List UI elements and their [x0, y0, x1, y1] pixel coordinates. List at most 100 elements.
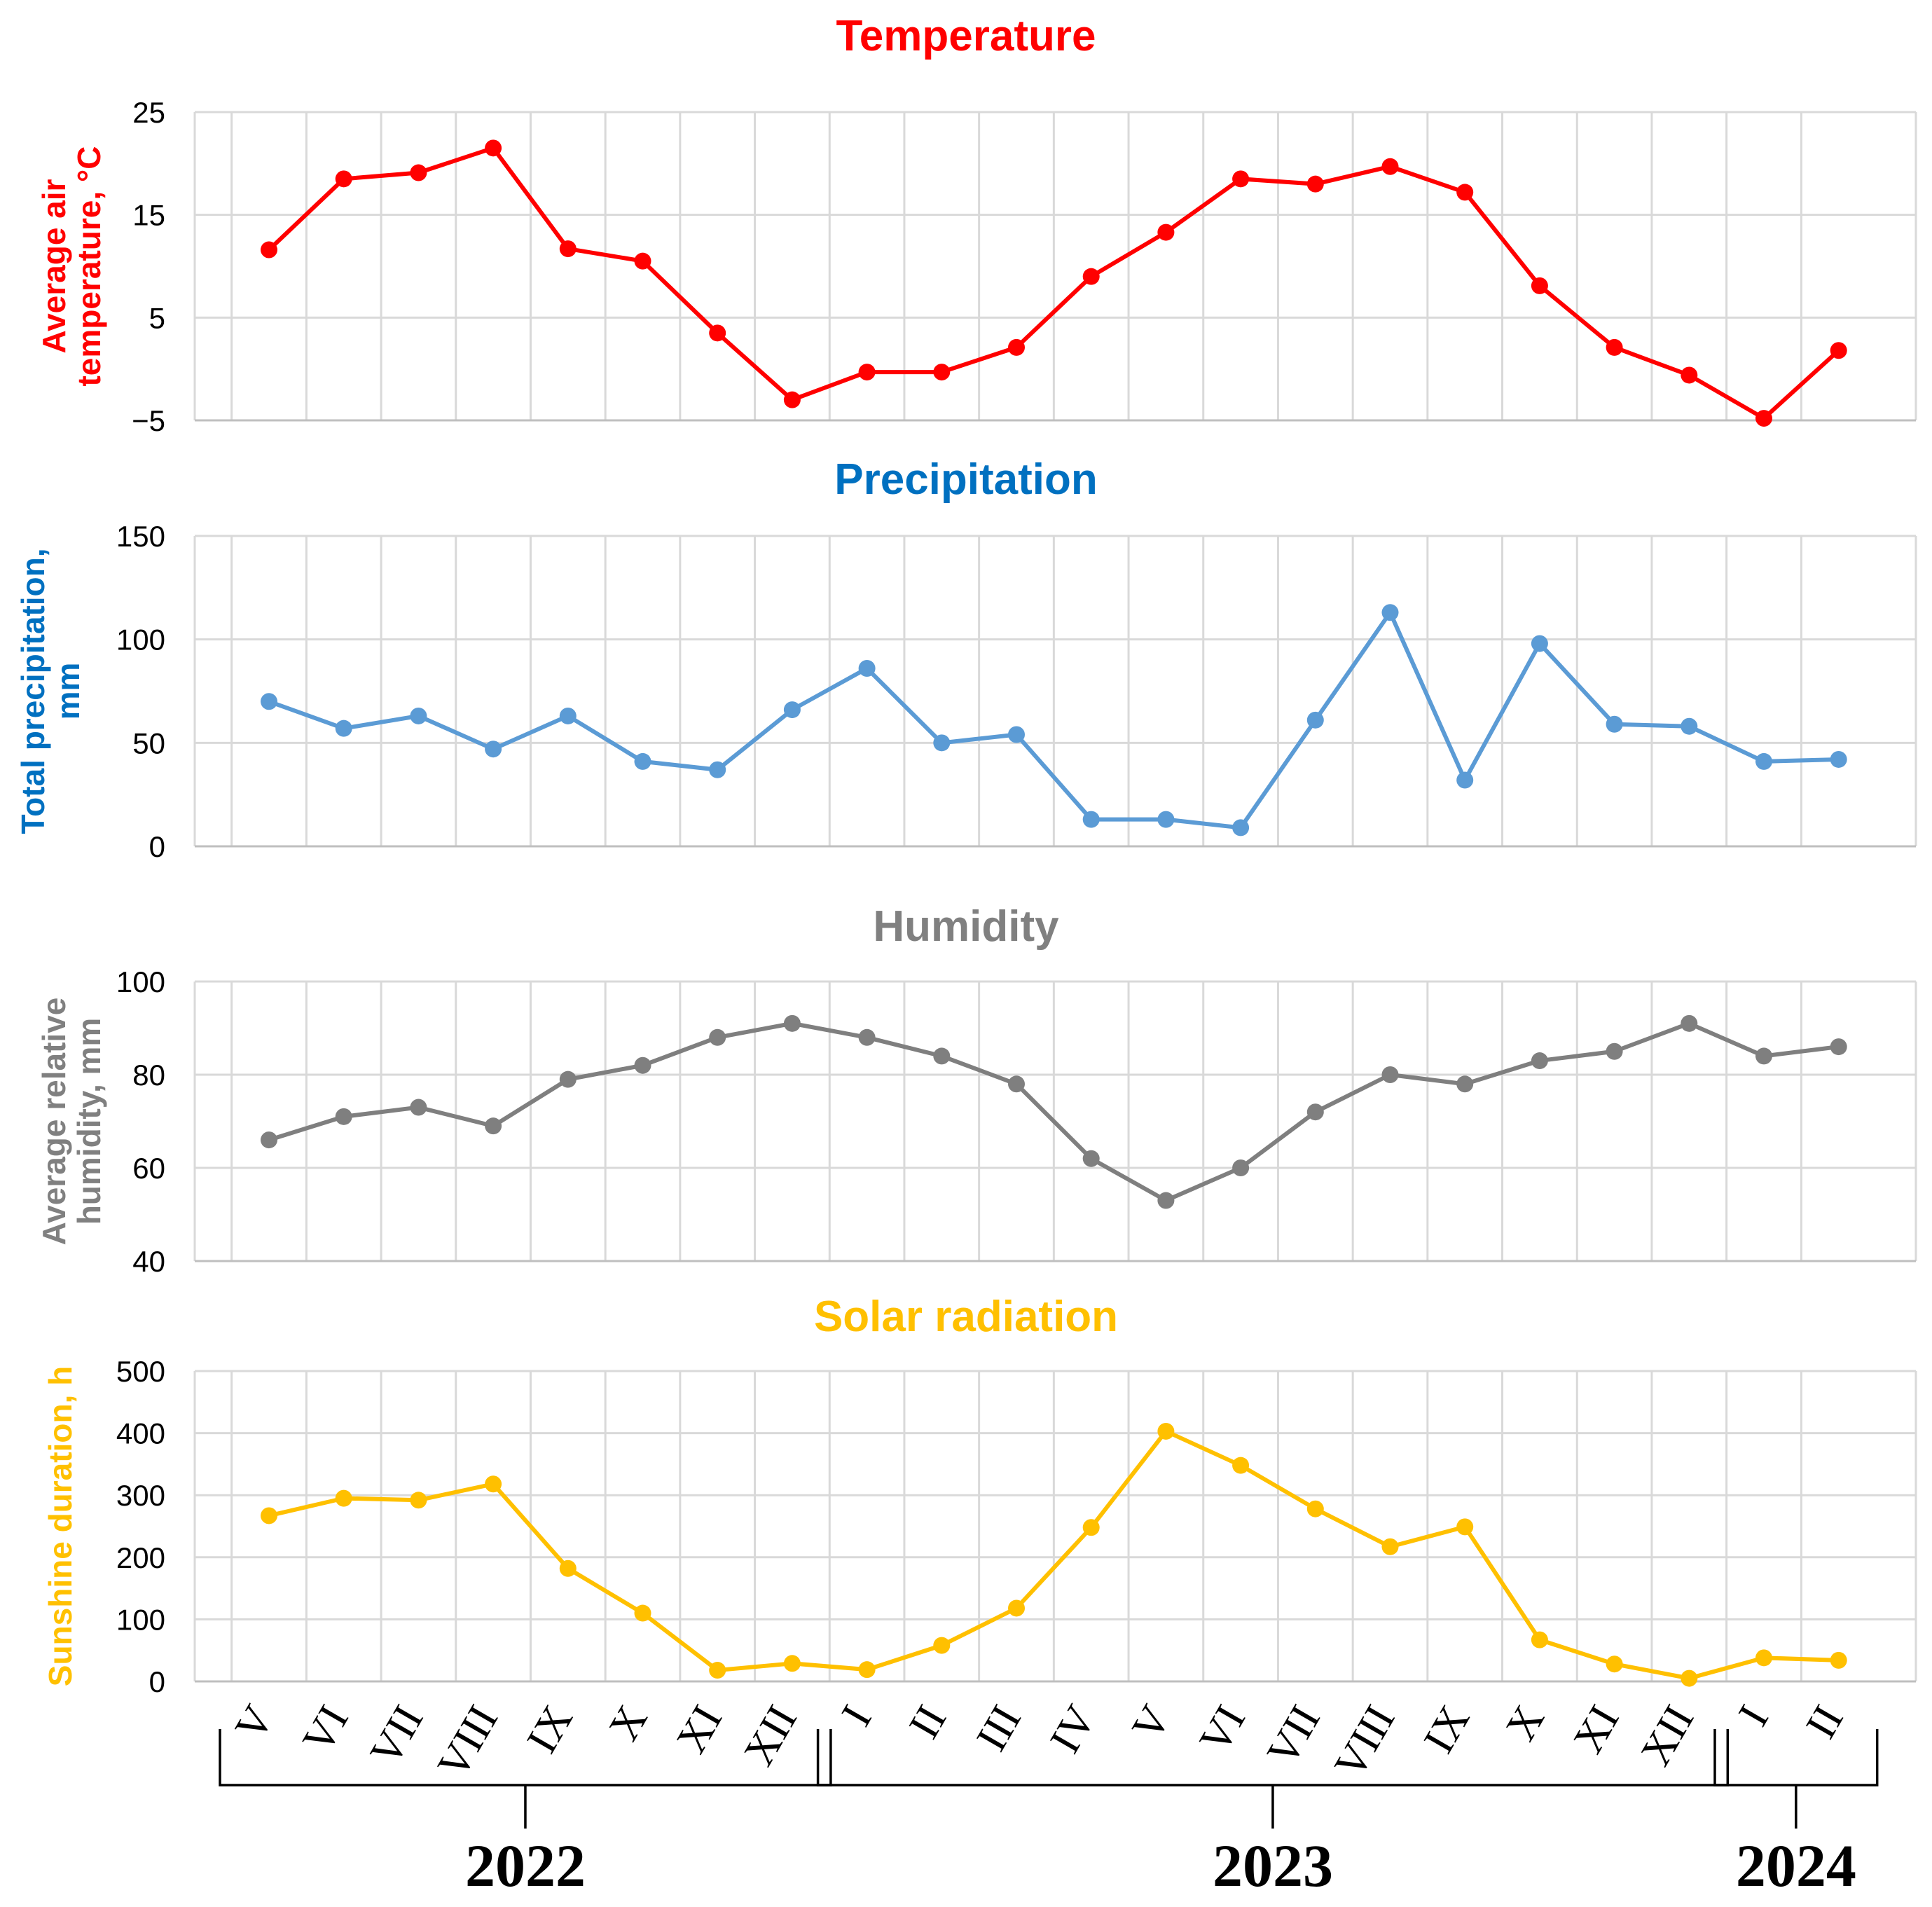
year-label: 2023: [1213, 1832, 1333, 1899]
data-point: [1082, 811, 1100, 828]
data-point: [634, 1056, 651, 1074]
data-point: [559, 240, 577, 258]
y-tick-label: 60: [132, 1152, 165, 1185]
month-label: XI: [668, 1698, 732, 1761]
data-point: [410, 1099, 427, 1116]
data-point: [709, 1662, 726, 1679]
year-label: 2022: [465, 1832, 586, 1899]
data-point: [261, 1507, 277, 1524]
data-point: [1232, 819, 1250, 837]
data-point: [1606, 715, 1623, 733]
data-point: [1008, 726, 1025, 743]
data-point: [261, 693, 277, 710]
data-point: [1157, 1192, 1175, 1209]
data-point: [1681, 1670, 1698, 1687]
data-point: [559, 1070, 577, 1088]
y-axis-label-line: humidity, mm: [71, 1018, 107, 1225]
y-axis-label-line: Sunshine duration, h: [42, 1366, 78, 1686]
y-tick-label: 100: [116, 1603, 165, 1636]
data-point: [1008, 338, 1025, 356]
data-point: [858, 364, 876, 381]
y-tick-label: 500: [116, 1355, 165, 1388]
data-point: [1082, 1519, 1100, 1536]
data-point: [783, 1014, 801, 1032]
data-point: [1606, 1655, 1623, 1673]
y-tick-label: 50: [132, 727, 165, 759]
data-point: [1681, 717, 1698, 735]
panel-title: Temperature: [836, 12, 1096, 60]
year-bracket: [1713, 1729, 1879, 1786]
y-axis-label-line: mm: [50, 663, 86, 720]
data-point: [559, 707, 577, 724]
data-point: [1082, 268, 1100, 285]
month-label: V: [1123, 1698, 1180, 1749]
data-point: [1456, 771, 1474, 789]
grid-lines: [193, 1370, 1917, 1683]
data-point: [1082, 1150, 1100, 1167]
data-point: [1456, 184, 1474, 201]
data-point: [335, 1108, 352, 1125]
data-point: [1306, 175, 1324, 193]
data-point: [1381, 1066, 1399, 1083]
y-tick-label: 25: [132, 96, 165, 129]
data-point: [1755, 752, 1772, 770]
data-point: [1232, 170, 1250, 188]
month-label: VI: [1191, 1698, 1255, 1761]
data-point: [559, 1560, 577, 1577]
month-label: II: [900, 1698, 956, 1747]
data-point: [634, 252, 651, 270]
data-point: [335, 720, 352, 737]
grid-lines: [193, 980, 1917, 1262]
grid-lines: [193, 111, 1917, 422]
data-point: [634, 1604, 651, 1622]
data-point: [1381, 604, 1399, 621]
panel-title: Precipitation: [834, 455, 1098, 504]
panel-temperature: Temperature −5 5 15 25 Average airtemperature…: [36, 12, 1917, 437]
data-point: [1456, 1075, 1474, 1093]
data-point: [1830, 1038, 1847, 1056]
data-point: [1531, 1631, 1548, 1648]
data-point: [933, 364, 951, 381]
panel-title: Solar radiation: [814, 1293, 1118, 1341]
data-point: [485, 741, 502, 758]
month-label: VII: [361, 1698, 433, 1774]
y-tick-label: 5: [149, 301, 165, 334]
data-point: [858, 1028, 876, 1046]
y-tick-label: 0: [149, 1665, 165, 1698]
data-point: [1306, 711, 1324, 729]
y-axis-label: Total precipitation,mm: [15, 548, 86, 834]
data-point: [1531, 635, 1548, 652]
data-point: [1157, 223, 1175, 241]
data-point: [261, 241, 277, 259]
month-label: I: [1730, 1698, 1778, 1734]
y-tick-label: 150: [116, 520, 165, 553]
data-point: [1531, 277, 1548, 294]
data-point: [485, 1475, 502, 1493]
data-point: [335, 170, 352, 188]
y-axis-label-line: Average relative: [36, 998, 72, 1246]
data-point: [410, 1492, 427, 1509]
data-point: [1681, 1014, 1698, 1032]
data-point: [1755, 1047, 1772, 1065]
data-point: [410, 164, 427, 181]
data-point: [933, 1047, 951, 1065]
month-label: VI: [294, 1698, 358, 1761]
data-point: [410, 707, 427, 724]
y-tick-label: 0: [149, 830, 165, 863]
panel-solar-radiation: Solar radiation 0 100 200 300 400 500 Sunshine …: [42, 1293, 1917, 1698]
month-label: VII: [1258, 1698, 1330, 1774]
month-label: I: [833, 1698, 881, 1734]
data-point: [1531, 1052, 1548, 1070]
month-label: IX: [518, 1698, 582, 1761]
data-point: [783, 1655, 801, 1672]
y-axis-label: Average airtemperature, °C: [36, 146, 107, 386]
data-point: [709, 1028, 726, 1046]
y-axis-label-line: Total precipitation,: [15, 548, 51, 834]
y-tick-label: 40: [132, 1245, 165, 1278]
data-point: [858, 1661, 876, 1679]
month-label: XII: [1631, 1698, 1703, 1774]
y-tick-label: 100: [116, 965, 165, 998]
data-point: [1306, 1103, 1324, 1121]
data-point: [634, 752, 651, 770]
